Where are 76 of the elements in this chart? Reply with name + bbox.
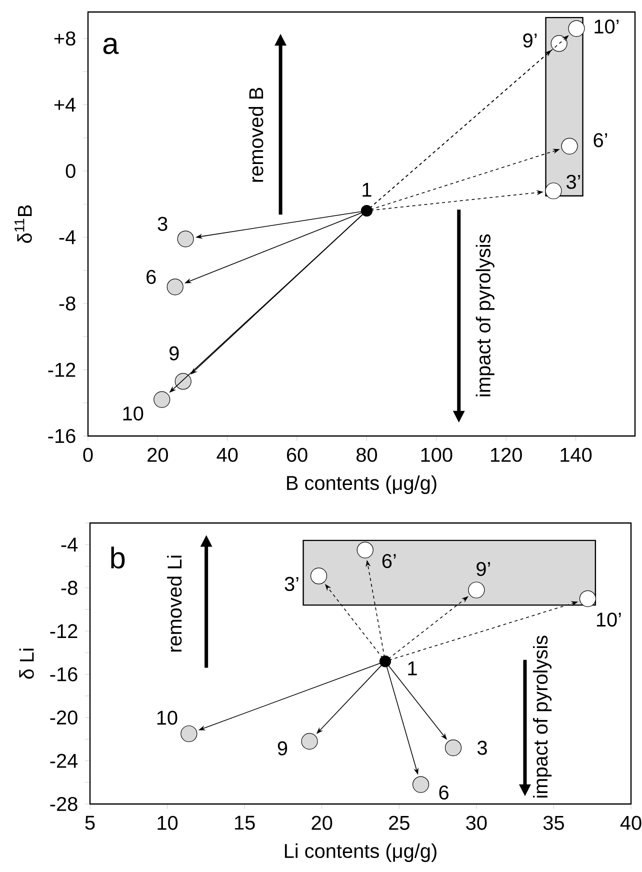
y-tick-label: +4 — [54, 98, 76, 112]
point — [360, 204, 373, 217]
point — [177, 230, 194, 248]
x-axis-title: B contents (μg/g) — [287, 475, 436, 494]
x-tick-label: 100 — [421, 448, 452, 462]
annotation: 10 — [123, 406, 144, 421]
annotation: 10 — [157, 710, 178, 725]
point — [301, 733, 318, 750]
y-tick-label: -16 — [50, 667, 78, 682]
x-tick-label: 5 — [85, 816, 95, 830]
annotation: impact of pyrolysis — [476, 234, 494, 396]
annotation: impact of pyrolysis — [532, 636, 552, 798]
annotation: 9 — [278, 741, 288, 756]
x-tick-label: 40 — [216, 448, 238, 462]
y-tick-label: -4 — [59, 230, 76, 244]
annotation: 9’ — [476, 562, 490, 576]
x-tick-label: 20 — [148, 448, 168, 462]
point — [356, 542, 374, 558]
annotation: 9’ — [523, 33, 537, 48]
y-tick-label: -24 — [50, 754, 78, 768]
y-axis-title: δ Li — [19, 648, 34, 679]
x-tick-label: 80 — [356, 448, 378, 462]
y-tick-label: -4 — [61, 538, 78, 552]
annotation: 6’ — [594, 133, 608, 148]
x-tick-label: 60 — [286, 448, 308, 462]
y-tick-label: -12 — [50, 624, 78, 638]
annotation: removed B — [248, 88, 264, 182]
y-tick-label: 0 — [66, 164, 76, 178]
point — [166, 278, 184, 296]
annotation: 1 — [408, 661, 417, 676]
annotation: 3’ — [566, 174, 580, 189]
x-tick-label: 120 — [490, 448, 522, 462]
point — [568, 20, 585, 37]
point — [154, 391, 170, 408]
y-tick-label: -16 — [48, 428, 76, 444]
point — [545, 182, 562, 200]
point — [180, 725, 198, 742]
annotation: a — [103, 38, 119, 54]
x-tick-label: 35 — [543, 816, 564, 830]
y-tick-label: -8 — [61, 580, 78, 595]
annotation: 3’ — [284, 576, 298, 592]
annotation: b — [111, 546, 125, 569]
y-tick-label: -28 — [50, 796, 78, 812]
annotation: 10’ — [596, 612, 621, 627]
y-tick-label: +8 — [54, 31, 76, 46]
annotation: 3 — [477, 740, 487, 755]
annotation: removed Li — [167, 556, 182, 652]
point — [550, 35, 568, 52]
y-tick-label: -8 — [59, 296, 76, 311]
x-tick-label: 15 — [235, 816, 255, 830]
x-tick-label: 140 — [560, 448, 592, 462]
annotation: 9 — [170, 346, 179, 360]
x-tick-label: 10 — [158, 816, 178, 830]
y-axis-title: δ$^{11}$B — [14, 205, 32, 243]
point — [310, 568, 328, 584]
point — [412, 776, 430, 793]
x-tick-label: 30 — [466, 816, 487, 830]
annotation: 1 — [362, 182, 372, 197]
annotation: 6’ — [382, 554, 396, 568]
annotation: 6 — [439, 786, 448, 800]
x-tick-label: 25 — [389, 816, 410, 830]
x-tick-label: 0 — [83, 448, 93, 462]
x-tick-label: 40 — [620, 816, 642, 830]
point — [444, 740, 462, 756]
annotation: 3 — [158, 216, 168, 231]
y-tick-label: -12 — [48, 362, 76, 377]
x-tick-label: 20 — [312, 816, 332, 830]
annotation: 6 — [146, 270, 156, 284]
point — [379, 656, 392, 668]
x-axis-title: Li contents (μg/g) — [284, 843, 436, 862]
point — [174, 373, 192, 390]
y-tick-label: -20 — [50, 710, 78, 725]
annotation: 10’ — [594, 20, 619, 34]
point — [468, 582, 485, 598]
point — [579, 590, 596, 607]
point — [561, 138, 578, 154]
